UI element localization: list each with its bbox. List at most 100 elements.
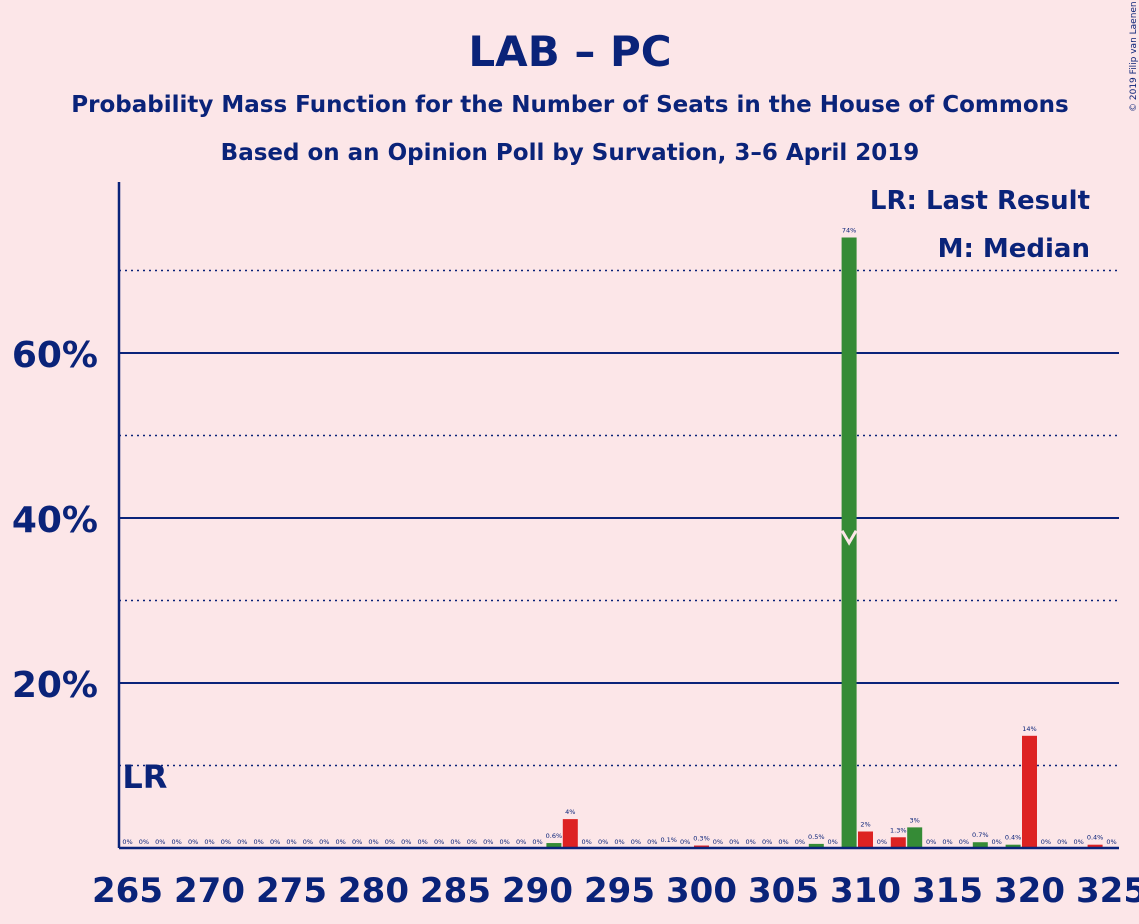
bar-label: 0%	[401, 838, 411, 846]
y-tick-label: 60%	[12, 335, 98, 376]
bar-label: 0%	[303, 838, 313, 846]
bar-label: 0.5%	[808, 833, 825, 841]
bar-label: 0%	[828, 838, 838, 846]
bar	[907, 827, 923, 848]
bar-label: 0%	[188, 838, 198, 846]
x-tick-label: 310	[830, 871, 901, 911]
bar	[858, 831, 873, 848]
bar-labels-group: 0% 0% 0% 0% 0% 0% 0% 0% 0% 0% 0% 0% 0% 0% 0% 0% 0% 0% 0% 0%…	[122, 227, 1116, 847]
bar-label: 0%	[795, 838, 805, 846]
bar-label: 0%	[204, 838, 214, 846]
bar-label: 0%	[237, 838, 247, 846]
bar-label: 0%	[352, 838, 362, 846]
bar-label: 0%	[467, 838, 477, 846]
bar-label: 0.3%	[693, 835, 710, 843]
x-tick-label: 320	[994, 871, 1065, 911]
x-tick-label: 275	[256, 871, 327, 911]
bar-label: 1.3%	[890, 826, 907, 834]
bar-label: 4%	[565, 808, 575, 816]
bar-label: 3%	[910, 816, 920, 824]
bar-label: 0%	[418, 838, 428, 846]
bar-label: 0%	[598, 838, 608, 846]
bar-label: 0%	[942, 838, 952, 846]
bar-label: 0%	[500, 838, 510, 846]
x-tick-label: 325	[1076, 871, 1139, 911]
gridlines: 20% 40% 60%	[12, 269, 1119, 767]
x-tick-label: 300	[666, 871, 737, 911]
axes-group: 265 270 275 280 285 290 295 300 305 310 315 320 325 L…	[92, 182, 1139, 911]
bar-label: 0%	[762, 838, 772, 846]
chart-subtitle: Probability Mass Function for the Number…	[71, 92, 1068, 118]
x-tick-label: 280	[338, 871, 409, 911]
x-tick-label: 285	[420, 871, 491, 911]
bar-label: 0%	[122, 838, 132, 846]
bar-label: 0%	[680, 838, 690, 846]
bar-label: 0%	[483, 838, 493, 846]
bar-label: 0.6%	[546, 832, 563, 840]
bar-label: 0%	[385, 838, 395, 846]
legend-last-result: LR: Last Result	[870, 186, 1090, 216]
bar-label: 74%	[842, 227, 856, 235]
bar-label: 0%	[319, 838, 329, 846]
bar-label: 0%	[778, 838, 788, 846]
bar-label: 0%	[1106, 838, 1116, 846]
bar-label: 0%	[1041, 838, 1051, 846]
x-tick-label: 265	[92, 871, 163, 911]
y-tick-label: 40%	[12, 500, 98, 541]
median-marker	[840, 529, 858, 546]
x-tick-label: 295	[584, 871, 655, 911]
bar-label: 0%	[729, 838, 739, 846]
bar-label: 0%	[254, 838, 264, 846]
bar-label: 0%	[992, 838, 1002, 846]
x-tick-label: 270	[174, 871, 245, 911]
last-result-marker: LR	[122, 758, 167, 796]
bar-label: 0%	[270, 838, 280, 846]
bar-label: 0%	[450, 838, 460, 846]
bar-label: 0%	[959, 838, 969, 846]
x-tick-label: 290	[502, 871, 573, 911]
bars-group	[546, 237, 1103, 848]
bar	[808, 843, 824, 848]
bar-label: 0.1%	[660, 836, 677, 844]
bar-label: 0%	[1074, 838, 1084, 846]
bar-label: 0%	[172, 838, 182, 846]
bar-label: 0%	[631, 838, 641, 846]
bar-label: 0.4%	[1087, 834, 1104, 842]
x-tick-label: 305	[748, 871, 819, 911]
bar	[546, 843, 562, 848]
bar-label: 0%	[221, 838, 231, 846]
bar	[1087, 844, 1103, 848]
bar-label: 0%	[582, 838, 592, 846]
bar-label: 0%	[368, 838, 378, 846]
x-tick-label: 315	[912, 871, 983, 911]
bar	[890, 837, 906, 848]
legend-median: M: Median	[938, 234, 1090, 264]
bar-label: 0%	[647, 838, 657, 846]
chart-subtitle-poll: Based on an Opinion Poll by Survation, 3…	[221, 140, 920, 166]
bar-label: 0%	[155, 838, 165, 846]
bar-label: 0%	[1057, 838, 1067, 846]
bar-label: 0%	[139, 838, 149, 846]
bar-label: 0%	[286, 838, 296, 846]
bar-label: 0%	[336, 838, 346, 846]
bar	[1005, 844, 1021, 848]
bar-label: 0%	[926, 838, 936, 846]
copyright-text: © 2019 Filip van Laenen	[1129, 1, 1139, 112]
bar-label: 0.4%	[1005, 834, 1022, 842]
bar-label: 2%	[860, 821, 870, 829]
bar-label: 0%	[516, 838, 526, 846]
bar	[1022, 735, 1037, 848]
bar-label: 0%	[614, 838, 624, 846]
bar-label: 0%	[877, 838, 887, 846]
bar-label: 0%	[532, 838, 542, 846]
bar	[972, 842, 988, 848]
bar-label: 0%	[713, 838, 723, 846]
bar	[562, 819, 578, 848]
chart-title: LAB – PC	[468, 27, 671, 76]
bar-label: 0%	[746, 838, 756, 846]
bar-label: 0%	[434, 838, 444, 846]
y-tick-label: 20%	[12, 665, 98, 706]
bar-label: 0.7%	[972, 831, 989, 839]
bar-label: 14%	[1022, 725, 1036, 733]
